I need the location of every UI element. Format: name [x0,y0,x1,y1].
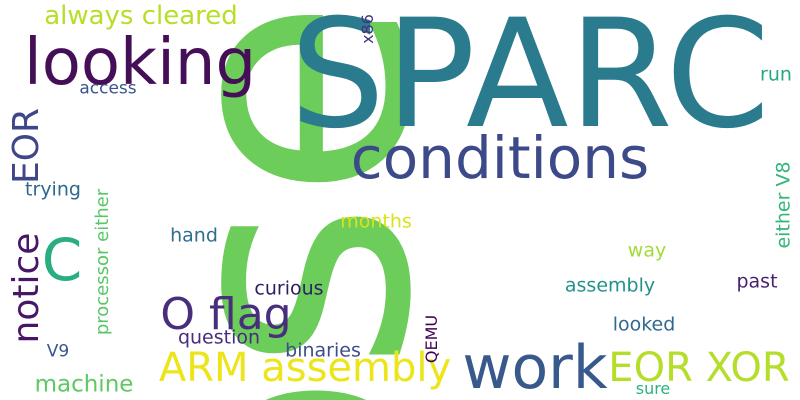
word-work: work [462,333,608,400]
word-conditions: conditions [350,124,650,192]
word-sparc: SPARC [289,0,771,162]
word-looking: looking [23,26,257,100]
word-o-flag: O flag [160,289,292,340]
word-way: way [627,239,667,262]
word-binaries: binaries [285,339,361,362]
word-trying: trying [25,178,81,201]
word-months: months [340,210,412,233]
word-assembly: assembly [564,274,656,297]
word-x86: x86 [358,14,377,44]
word-either-v8: either V8 [772,161,795,249]
word-always-cleared: always cleared [44,1,238,31]
word-qemu: QEMU [422,314,441,364]
word-curious: curious [254,277,324,300]
word-c: C [41,226,83,294]
word-notice: notice [6,232,47,344]
word-past: past [736,270,778,293]
word-run: run [760,63,792,86]
word-eor: EOR [6,107,47,185]
word-looked: looked [612,313,676,336]
word-arm-assembly: ARM assembly [158,345,452,391]
word-v9: V9 [46,341,70,362]
word-eor-xor: EOR XOR [608,345,790,391]
word-sure: sure [635,379,671,398]
word-question: question [177,326,261,349]
word-processor-either: processor either [92,188,113,336]
word-machine: machine [34,371,134,398]
word-access: access [79,78,137,99]
word-hand: hand [170,224,218,247]
